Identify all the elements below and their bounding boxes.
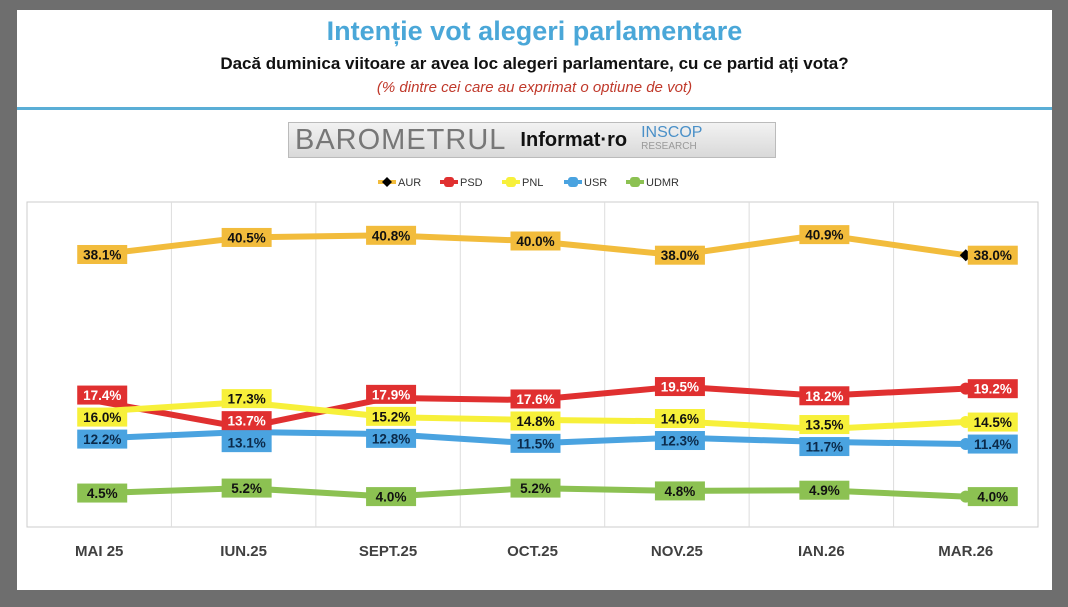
svg-text:17.3%: 17.3%: [228, 392, 266, 407]
data-label-pnl: 15.2%: [366, 406, 417, 426]
data-label-psd: 13.7%: [221, 411, 272, 431]
data-label-aur: 38.1%: [77, 244, 128, 264]
svg-text:14.6%: 14.6%: [661, 411, 699, 426]
x-tick-label: MAI 25: [75, 543, 123, 560]
svg-text:38.0%: 38.0%: [661, 248, 699, 263]
svg-text:12.2%: 12.2%: [83, 432, 121, 447]
svg-text:12.3%: 12.3%: [661, 434, 699, 449]
data-label-usr: 13.1%: [221, 433, 272, 453]
svg-text:5.2%: 5.2%: [231, 481, 262, 496]
svg-text:14.8%: 14.8%: [516, 414, 554, 429]
data-label-pnl: 14.6%: [654, 408, 705, 428]
chart-title: Intenție vot alegeri parlamentare: [326, 16, 743, 46]
data-label-psd: 18.2%: [799, 386, 850, 406]
data-label-usr: 11.5%: [510, 433, 561, 453]
logo-inscop: INSCOP RESEARCH: [641, 124, 703, 153]
legend-item-psd: PSD: [440, 177, 483, 189]
logo-barometrul: BAROMETRUL: [295, 123, 507, 156]
data-label-psd: 19.5%: [654, 377, 705, 397]
svg-text:5.2%: 5.2%: [520, 481, 551, 496]
data-label-usr: 11.7%: [799, 437, 850, 457]
data-label-aur: 38.0%: [654, 245, 705, 265]
svg-text:13.7%: 13.7%: [228, 414, 266, 429]
svg-text:4.9%: 4.9%: [809, 483, 840, 498]
data-label-udmr: 4.9%: [799, 480, 850, 500]
svg-text:4.0%: 4.0%: [977, 490, 1008, 505]
svg-text:11.5%: 11.5%: [517, 436, 555, 451]
data-label-udmr: 5.2%: [510, 478, 561, 498]
svg-text:18.2%: 18.2%: [805, 389, 843, 404]
svg-text:38.0%: 38.0%: [974, 248, 1012, 263]
svg-text:4.8%: 4.8%: [665, 484, 696, 499]
data-label-aur: 38.0%: [967, 245, 1018, 265]
svg-text:40.8%: 40.8%: [372, 228, 410, 243]
logo-informat: Informat·ro: [520, 128, 628, 151]
svg-text:16.0%: 16.0%: [83, 410, 121, 425]
plot-area: [26, 201, 1039, 528]
x-tick-label: IUN.25: [220, 543, 267, 560]
legend-item-aur: AUR: [378, 177, 421, 189]
svg-text:11.4%: 11.4%: [974, 437, 1012, 452]
data-label-psd: 17.9%: [366, 384, 417, 404]
data-label-psd: 17.4%: [77, 385, 128, 405]
svg-text:13.5%: 13.5%: [805, 418, 843, 433]
sponsor-logo: BAROMETRUL Informat·ro INSCOP RESEARCH: [288, 122, 776, 158]
svg-text:11.7%: 11.7%: [806, 440, 844, 455]
data-label-udmr: 5.2%: [221, 478, 272, 498]
x-tick-label: SEPT.25: [359, 543, 417, 560]
x-tick-label: NOV.25: [651, 543, 703, 560]
chart-note: (% dintre cei care au exprimat o optiune…: [376, 79, 693, 96]
legend-item-udmr: UDMR: [626, 177, 679, 189]
svg-text:40.5%: 40.5%: [228, 230, 266, 245]
data-label-psd: 17.6%: [510, 389, 561, 409]
x-tick-label: MAR.26: [938, 543, 993, 560]
legend-item-pnl: PNL: [502, 177, 543, 189]
data-label-aur: 40.5%: [221, 227, 272, 247]
data-label-pnl: 14.8%: [510, 411, 561, 431]
divider: [17, 107, 1052, 110]
svg-text:UDMR: UDMR: [646, 177, 679, 189]
data-label-pnl: 16.0%: [77, 407, 128, 427]
svg-text:19.5%: 19.5%: [661, 380, 699, 395]
svg-text:40.9%: 40.9%: [805, 228, 843, 243]
svg-text:14.5%: 14.5%: [974, 415, 1012, 430]
data-label-usr: 12.8%: [366, 428, 417, 448]
chart-subtitle: Dacă duminica viitoare ar avea loc alege…: [220, 54, 849, 73]
svg-text:13.1%: 13.1%: [228, 436, 266, 451]
data-label-udmr: 4.8%: [654, 481, 705, 501]
svg-text:38.1%: 38.1%: [83, 247, 121, 262]
x-tick-label: OCT.25: [507, 543, 558, 560]
data-label-usr: 11.4%: [967, 434, 1018, 454]
data-label-pnl: 13.5%: [799, 415, 850, 435]
svg-text:40.0%: 40.0%: [516, 234, 554, 249]
data-label-psd: 19.2%: [967, 379, 1018, 399]
svg-text:AUR: AUR: [398, 177, 421, 189]
svg-text:17.6%: 17.6%: [516, 392, 554, 407]
x-tick-label: IAN.26: [798, 543, 845, 560]
svg-text:17.4%: 17.4%: [83, 388, 121, 403]
svg-text:19.2%: 19.2%: [974, 382, 1012, 397]
data-label-usr: 12.2%: [77, 429, 128, 449]
legend-item-usr: USR: [564, 177, 607, 189]
svg-text:4.0%: 4.0%: [376, 490, 407, 505]
data-label-udmr: 4.5%: [77, 483, 128, 503]
svg-text:4.5%: 4.5%: [87, 486, 118, 501]
svg-text:12.8%: 12.8%: [372, 431, 410, 446]
data-label-udmr: 4.0%: [967, 487, 1018, 507]
data-label-pnl: 14.5%: [967, 412, 1018, 432]
data-label-aur: 40.8%: [366, 225, 417, 245]
svg-text:USR: USR: [584, 177, 607, 189]
svg-text:PNL: PNL: [522, 177, 543, 189]
data-label-aur: 40.9%: [799, 225, 850, 245]
svg-text:17.9%: 17.9%: [372, 387, 410, 402]
data-label-pnl: 17.3%: [221, 389, 272, 409]
svg-text:15.2%: 15.2%: [372, 409, 410, 424]
data-label-udmr: 4.0%: [366, 487, 417, 507]
data-label-usr: 12.3%: [654, 431, 705, 451]
data-label-aur: 40.0%: [510, 231, 561, 251]
svg-text:PSD: PSD: [460, 177, 483, 189]
